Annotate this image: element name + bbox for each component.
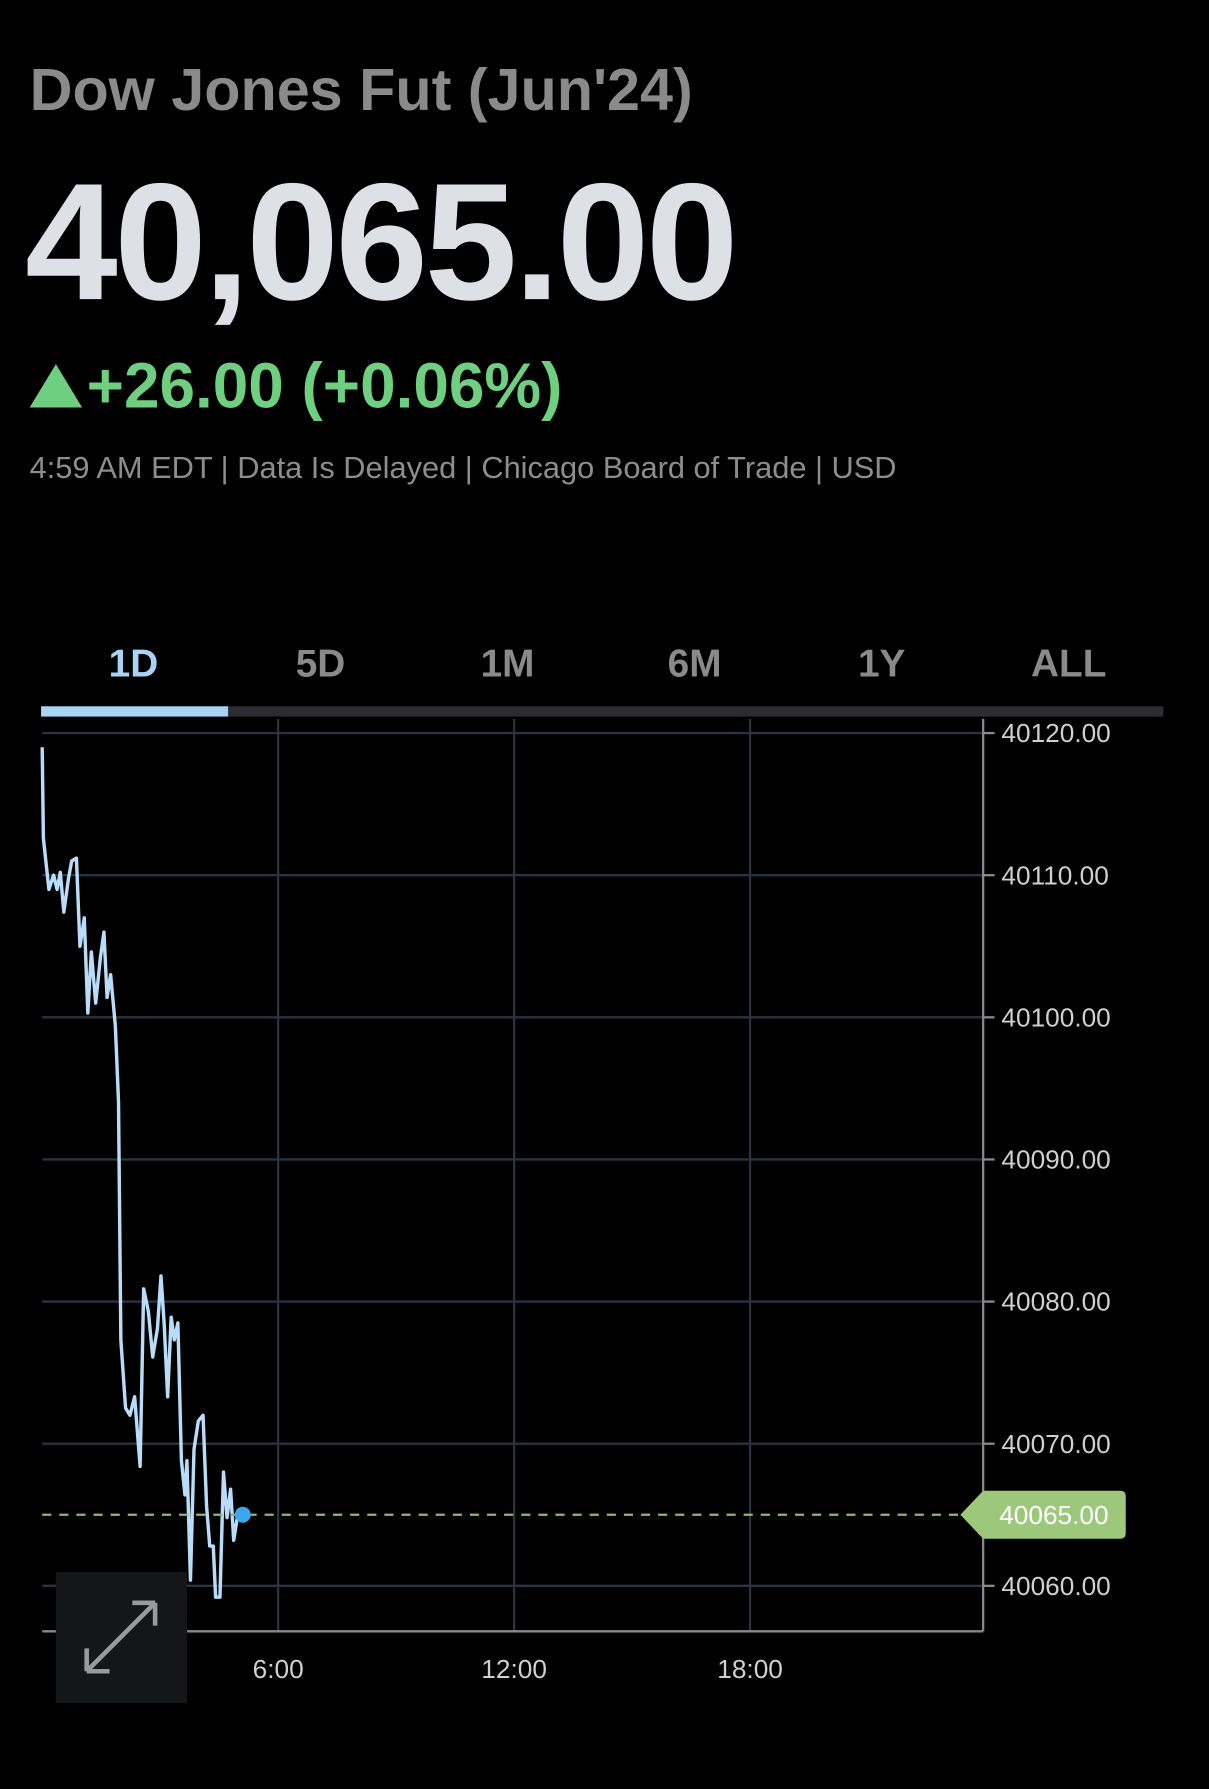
up-arrow bbox=[29, 364, 83, 408]
range-tab[interactable]: 5D bbox=[296, 643, 346, 686]
range-tab[interactable]: 6M bbox=[668, 643, 722, 686]
x-tick-label: 6:00 bbox=[253, 1654, 304, 1684]
price-change: +26.00 (+0.06%) bbox=[87, 349, 563, 421]
y-tick-label: 40080.00 bbox=[1001, 1287, 1110, 1317]
range-tab[interactable]: 1M bbox=[481, 643, 535, 686]
y-tick-label: 40060.00 bbox=[1001, 1571, 1110, 1601]
y-tick-label: 40120.00 bbox=[1001, 718, 1110, 748]
tab-track bbox=[41, 706, 1164, 717]
price-line bbox=[40, 747, 244, 1599]
price: 40,065.00 bbox=[25, 149, 735, 335]
quote-meta: 4:59 AM EDT | Data Is Delayed | Chicago … bbox=[30, 450, 897, 485]
range-tab[interactable]: 1D bbox=[109, 643, 159, 686]
y-tick-label: 40110.00 bbox=[1001, 860, 1108, 890]
tab-indicator bbox=[41, 706, 229, 717]
expand-icon bbox=[84, 1600, 158, 1674]
last-point bbox=[234, 1506, 251, 1523]
last-price-label: 40065.00 bbox=[999, 1500, 1108, 1530]
range-tab[interactable]: ALL bbox=[1031, 643, 1106, 686]
x-tick-label: 18:00 bbox=[717, 1654, 783, 1684]
y-tick-label: 40070.00 bbox=[1001, 1429, 1110, 1459]
y-tick-label: 40090.00 bbox=[1001, 1145, 1110, 1175]
last-price-tag bbox=[960, 1490, 1126, 1539]
range-tab[interactable]: 1Y bbox=[858, 643, 906, 686]
instrument-title: Dow Jones Fut (Jun'24) bbox=[30, 56, 693, 123]
x-tick-label: 12:00 bbox=[481, 1654, 547, 1684]
y-tick-label: 40100.00 bbox=[1001, 1002, 1110, 1032]
